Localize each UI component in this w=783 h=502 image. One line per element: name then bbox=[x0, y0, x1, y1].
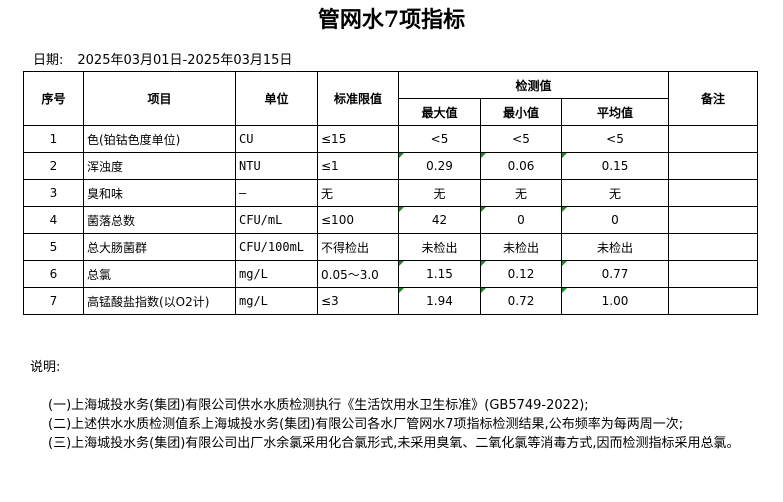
cell-item: 菌落总数 bbox=[83, 206, 236, 234]
date-label: 日期: bbox=[33, 53, 64, 68]
note-line: (一)上海城投水务(集团)有限公司供水水质检测执行《生活饮用水卫生标准》(GB5… bbox=[48, 398, 589, 413]
cell-remark bbox=[668, 125, 758, 153]
cell-avg: 无 bbox=[561, 179, 669, 207]
header-remark: 备注 bbox=[668, 71, 758, 126]
cell-limit: ≤100 bbox=[317, 206, 399, 234]
table-row: 5 总大肠菌群 CFU/100mL 不得检出 未检出 未检出 未检出 bbox=[23, 233, 758, 261]
cell-limit: 不得检出 bbox=[317, 233, 399, 261]
cell-max: 0.29 bbox=[398, 152, 481, 180]
cell-min: 无 bbox=[480, 179, 562, 207]
cell-item: 高锰酸盐指数(以O2计) bbox=[83, 287, 236, 315]
table-row: 2 浑浊度 NTU ≤1 0.29 0.06 0.15 bbox=[23, 152, 758, 180]
header-max: 最大值 bbox=[398, 98, 481, 126]
cell-limit: 无 bbox=[317, 179, 399, 207]
cell-no: 1 bbox=[23, 125, 84, 153]
cell-min: 0.72 bbox=[480, 287, 562, 315]
table-row: 3 臭和味 — 无无无无 bbox=[23, 179, 758, 207]
date-range: 日期: 2025年03月01日-2025年03月15日 bbox=[33, 49, 306, 68]
cell-avg: 0.15 bbox=[561, 152, 669, 180]
cell-no: 7 bbox=[23, 287, 84, 315]
cell-max: 未检出 bbox=[398, 233, 481, 261]
note-line: (二)上述供水水质检测值系上海城投水务(集团)有限公司各水厂管网水7项指标检测结… bbox=[48, 417, 684, 432]
cell-no: 6 bbox=[23, 260, 84, 288]
cell-min: 0.06 bbox=[480, 152, 562, 180]
cell-item: 臭和味 bbox=[83, 179, 236, 207]
cell-remark bbox=[668, 179, 758, 207]
notes: 说明: (一)上海城投水务(集团)有限公司供水水质检测执行《生活饮用水卫生标准》… bbox=[30, 358, 750, 453]
cell-max: 42 bbox=[398, 206, 481, 234]
cell-min: <5 bbox=[480, 125, 562, 153]
cell-limit: ≤1 bbox=[317, 152, 399, 180]
cell-min: 0.12 bbox=[480, 260, 562, 288]
cell-unit: NTU bbox=[235, 152, 318, 180]
cell-remark bbox=[668, 260, 758, 288]
cell-no: 4 bbox=[23, 206, 84, 234]
header-min: 最小值 bbox=[480, 98, 562, 126]
cell-min: 未检出 bbox=[480, 233, 562, 261]
cell-avg: <5 bbox=[561, 125, 669, 153]
notes-heading: 说明: bbox=[30, 360, 61, 375]
cell-no: 5 bbox=[23, 233, 84, 261]
cell-remark bbox=[668, 152, 758, 180]
table-row: 1 色(铂钴色度单位) CU ≤15 <5 <5 <5 bbox=[23, 125, 758, 153]
page-title: 管网水7项指标 bbox=[317, 7, 466, 33]
table-row: 6 总氯 mg/L 0.05～3.0 1.15 0.12 0.77 bbox=[23, 260, 758, 288]
cell-unit: mg/L bbox=[235, 287, 318, 315]
cell-max: <5 bbox=[398, 125, 481, 153]
cell-avg: 0 bbox=[561, 206, 669, 234]
cell-remark bbox=[668, 233, 758, 261]
cell-limit: ≤15 bbox=[317, 125, 399, 153]
cell-max: 无 bbox=[398, 179, 481, 207]
header-avg: 平均值 bbox=[561, 98, 669, 126]
cell-avg: 未检出 bbox=[561, 233, 669, 261]
cell-unit: CFU/100mL bbox=[235, 233, 318, 261]
cell-limit: 0.05～3.0 bbox=[317, 260, 399, 288]
cell-no: 3 bbox=[23, 179, 84, 207]
header-limit: 标准限值 bbox=[317, 71, 399, 126]
cell-remark bbox=[668, 287, 758, 315]
table-row: 7 高锰酸盐指数(以O2计) mg/L ≤3 1.94 0.72 1.00 bbox=[23, 287, 758, 315]
header-no: 序号 bbox=[23, 71, 84, 126]
cell-item: 色(铂钴色度单位) bbox=[83, 125, 236, 153]
note-line: (三)上海城投水务(集团)有限公司出厂水余氯采用化合氯形式,未采用臭氧、二氧化氯… bbox=[48, 436, 740, 451]
header-unit: 单位 bbox=[235, 71, 318, 126]
cell-item: 总大肠菌群 bbox=[83, 233, 236, 261]
cell-item: 浑浊度 bbox=[83, 152, 236, 180]
cell-remark bbox=[668, 206, 758, 234]
cell-max: 1.15 bbox=[398, 260, 481, 288]
cell-avg: 1.00 bbox=[561, 287, 669, 315]
cell-limit: ≤3 bbox=[317, 287, 399, 315]
cell-min: 0 bbox=[480, 206, 562, 234]
header-item: 项目 bbox=[83, 71, 236, 126]
header-measured: 检测值 bbox=[398, 71, 669, 99]
indicator-table: 序号 项目 单位 标准限值 检测值 备注 最大值 最小值 平均值 1 色(铂钴色度单位) CU ≤1… bbox=[23, 71, 758, 315]
cell-unit: CU bbox=[235, 125, 318, 153]
cell-avg: 0.77 bbox=[561, 260, 669, 288]
cell-unit: — bbox=[235, 179, 318, 207]
cell-max: 1.94 bbox=[398, 287, 481, 315]
table-row: 4 菌落总数 CFU/mL ≤100 42 0 0 bbox=[23, 206, 758, 234]
cell-no: 2 bbox=[23, 152, 84, 180]
date-value: 2025年03月01日-2025年03月15日 bbox=[77, 53, 293, 68]
cell-unit: CFU/mL bbox=[235, 206, 318, 234]
cell-unit: mg/L bbox=[235, 260, 318, 288]
cell-item: 总氯 bbox=[83, 260, 236, 288]
